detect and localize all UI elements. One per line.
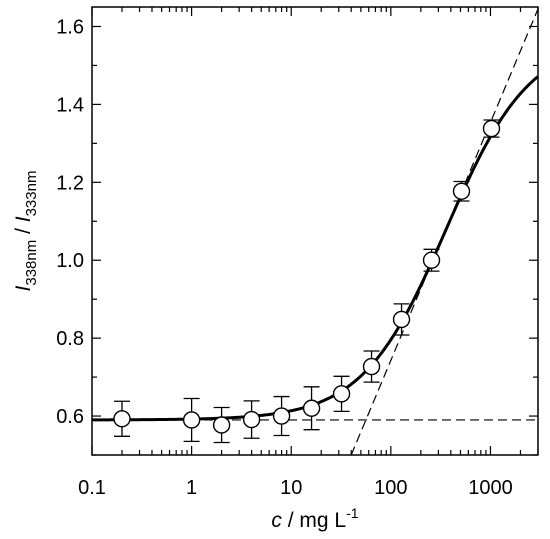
y-tick-label: 0.8 bbox=[56, 328, 84, 350]
data-point bbox=[452, 180, 471, 202]
y-axis-numerator: I bbox=[12, 285, 35, 291]
data-point bbox=[272, 395, 291, 437]
x-axis-title: c / mg L-1 bbox=[271, 505, 358, 532]
y-tick-label: 1.6 bbox=[56, 16, 84, 38]
y-tick-label: 1.0 bbox=[56, 250, 84, 272]
x-tick-label: 1 bbox=[186, 477, 197, 499]
data-marker bbox=[332, 385, 351, 403]
y-tick-label: 1.4 bbox=[56, 94, 84, 116]
data-point bbox=[422, 248, 441, 272]
data-marker bbox=[452, 182, 471, 200]
x-axis-variable: c bbox=[271, 509, 282, 532]
data-point bbox=[482, 119, 501, 138]
y-tick-label: 1.2 bbox=[56, 172, 84, 194]
data-point bbox=[302, 386, 321, 431]
data-point bbox=[212, 406, 231, 444]
x-tick-label: 0.1 bbox=[78, 477, 106, 499]
data-marker bbox=[422, 251, 441, 269]
data-point bbox=[332, 375, 351, 413]
x-axis-unit: / mg L bbox=[282, 509, 346, 532]
fit-curve bbox=[92, 75, 539, 422]
data-marker bbox=[182, 411, 201, 429]
reference-lines bbox=[92, 8, 539, 456]
data-marker bbox=[362, 357, 381, 376]
data-marker bbox=[272, 407, 291, 425]
y-axis-title: I338nm / I333nm bbox=[12, 171, 40, 292]
plot-frame bbox=[91, 6, 539, 456]
x-tick-label: 100 bbox=[374, 477, 407, 499]
data-point bbox=[182, 397, 201, 443]
x-tick-label: 10 bbox=[280, 477, 302, 499]
data-marker bbox=[392, 310, 411, 329]
x-tick-label: 1000 bbox=[468, 477, 513, 499]
y-axis-denominator: I bbox=[12, 216, 35, 222]
data-marker bbox=[302, 399, 321, 417]
y-axis-numerator-subscript: 338nm bbox=[23, 240, 40, 286]
y-ticks: 0.6 0.8 1.0 1.2 1.4 1.6 bbox=[56, 16, 538, 456]
y-axis-denominator-subscript: 333nm bbox=[23, 171, 40, 217]
data-marker bbox=[482, 119, 501, 138]
data-point bbox=[362, 350, 381, 383]
data-points bbox=[113, 119, 501, 444]
data-marker bbox=[212, 416, 231, 434]
x-ticks: 0.1 1 10 100 1000 bbox=[78, 7, 539, 499]
y-axis-separator: / bbox=[12, 222, 35, 240]
data-point bbox=[392, 303, 411, 336]
data-marker bbox=[113, 410, 131, 428]
data-point bbox=[113, 400, 131, 437]
x-axis-unit-exponent: -1 bbox=[346, 505, 359, 521]
y-tick-label: 0.6 bbox=[56, 406, 84, 428]
data-point bbox=[242, 400, 261, 439]
data-marker bbox=[242, 410, 261, 429]
